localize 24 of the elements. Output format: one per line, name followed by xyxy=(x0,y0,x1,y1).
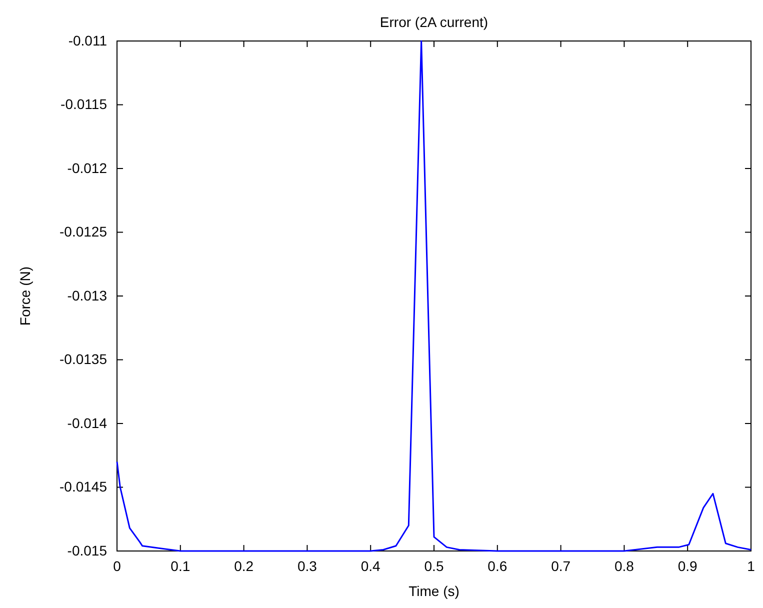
x-tick-label: 0.8 xyxy=(614,558,634,574)
x-tick-label: 0.7 xyxy=(551,558,571,574)
x-tick-label: 0.3 xyxy=(297,558,318,574)
x-axis-title: Time (s) xyxy=(408,583,460,599)
y-tick-label: -0.014 xyxy=(67,414,108,431)
x-tick-label: 0.5 xyxy=(424,558,444,574)
x-tick-label: 0 xyxy=(113,558,122,574)
x-tick-label: 0.2 xyxy=(234,558,254,574)
y-tick-label: -0.011 xyxy=(68,32,108,48)
x-tick-label: 0.1 xyxy=(170,558,190,574)
line-series xyxy=(116,40,752,552)
x-tick-label: 0.4 xyxy=(360,558,381,574)
y-tick-label: -0.0145 xyxy=(60,478,108,495)
chart-title: Error (2A current) xyxy=(380,14,488,30)
y-axis-title: Force (N) xyxy=(17,266,33,326)
y-tick-label: -0.0135 xyxy=(60,351,108,368)
x-tick-label: 0.6 xyxy=(488,558,508,574)
y-tick-label: -0.0115 xyxy=(60,96,108,112)
y-tick-label: -0.013 xyxy=(67,287,108,304)
x-tick-label: 0.9 xyxy=(678,558,698,574)
y-tick-label: -0.012 xyxy=(67,160,108,176)
y-tick-label: -0.015 xyxy=(67,542,108,558)
y-tick-label: -0.0125 xyxy=(60,224,108,240)
x-tick-label: 1 xyxy=(747,558,756,574)
